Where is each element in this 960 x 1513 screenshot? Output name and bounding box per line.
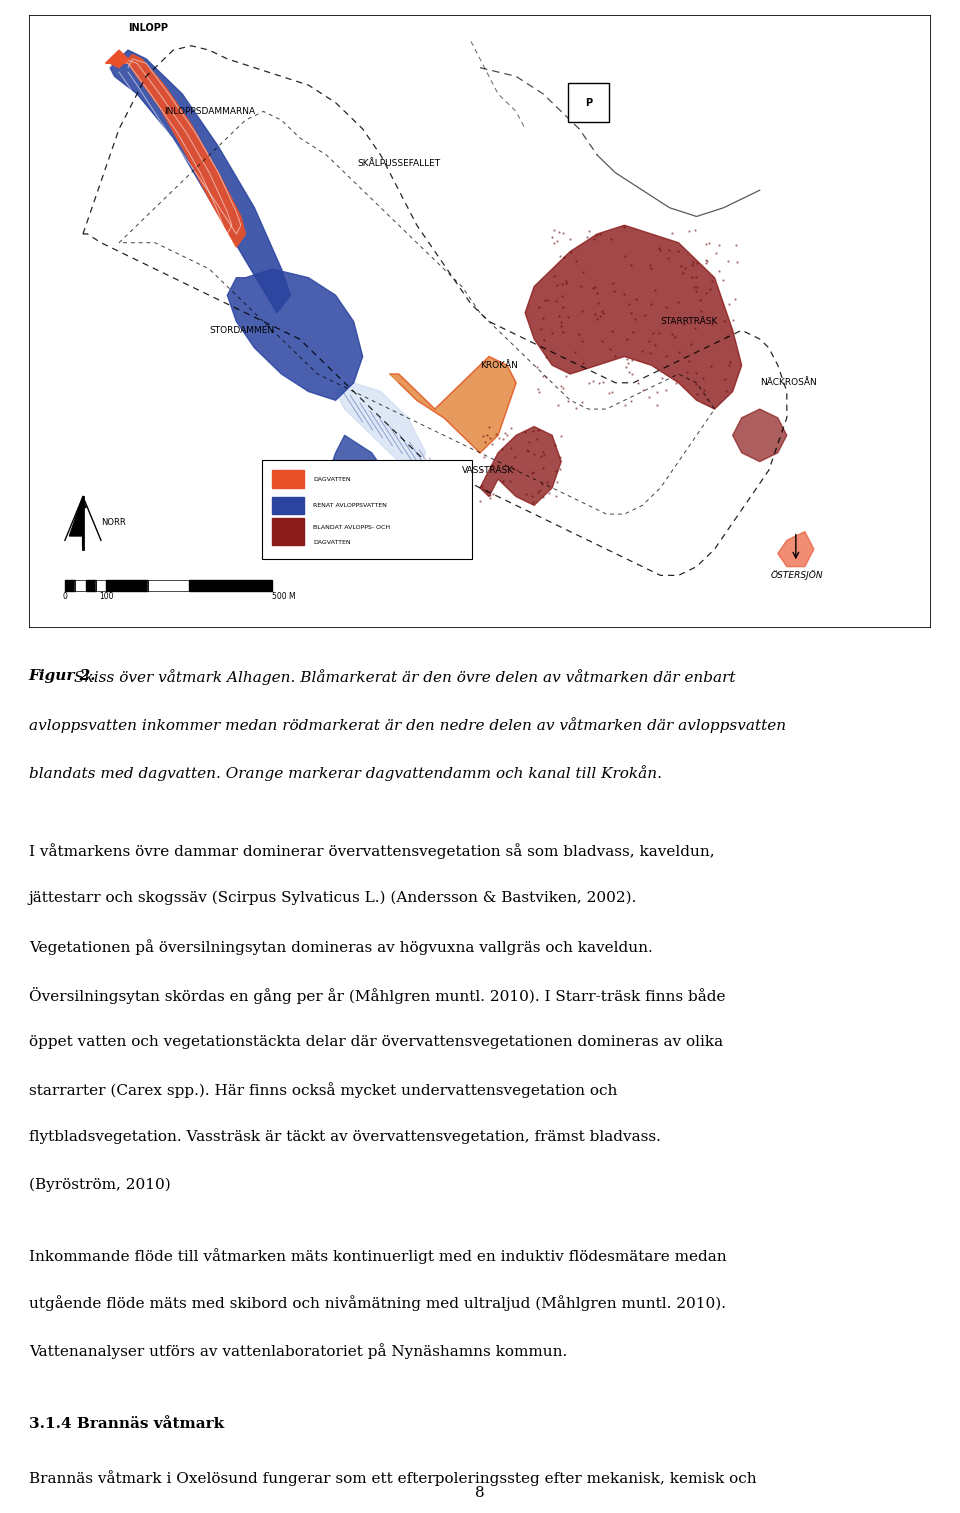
Text: STARRTRÄSK: STARRTRÄSK [660, 318, 718, 325]
Text: SKÅLPUSSEFALLET: SKÅLPUSSEFALLET [357, 159, 441, 168]
Polygon shape [228, 269, 363, 401]
Text: NORR: NORR [101, 519, 126, 528]
Polygon shape [106, 50, 128, 68]
Text: Figur 2.: Figur 2. [29, 669, 96, 684]
Polygon shape [273, 519, 304, 545]
Polygon shape [525, 225, 742, 409]
Text: STORDAMMEN: STORDAMMEN [209, 325, 275, 334]
Text: DAGVATTEN: DAGVATTEN [313, 540, 350, 545]
Text: 0: 0 [62, 593, 67, 602]
Text: 100: 100 [99, 593, 113, 602]
Text: öppet vatten och vegetationstäckta delar där övervattensvegetationen domineras a: öppet vatten och vegetationstäckta delar… [29, 1035, 723, 1049]
Polygon shape [85, 579, 96, 590]
Text: Vattenanalyser utförs av vattenlaboratoriet på Nynäshamns kommun.: Vattenanalyser utförs av vattenlaborator… [29, 1344, 567, 1359]
Text: P: P [585, 98, 592, 107]
Polygon shape [110, 50, 291, 313]
Polygon shape [189, 579, 273, 590]
Text: ÖSTERSJÖN: ÖSTERSJÖN [770, 570, 823, 581]
Text: INLOPP: INLOPP [128, 23, 168, 33]
Polygon shape [732, 409, 787, 461]
Text: blandats med dagvatten. Orange markerar dagvattendamm och kanal till Krokån.: blandats med dagvatten. Orange markerar … [29, 766, 661, 781]
Polygon shape [326, 436, 398, 531]
Text: VASSTRÄSK: VASSTRÄSK [462, 466, 514, 475]
Text: 3.1.4 Brannäs våtmark: 3.1.4 Brannäs våtmark [29, 1418, 224, 1431]
Text: (Byröström, 2010): (Byröström, 2010) [29, 1179, 171, 1192]
Text: 500 M: 500 M [273, 593, 296, 602]
Polygon shape [390, 357, 516, 452]
Polygon shape [124, 54, 246, 247]
Text: INLOPPSDAMMARNA: INLOPPSDAMMARNA [164, 107, 255, 117]
Text: NÄCKROSÅN: NÄCKROSÅN [759, 378, 817, 387]
Polygon shape [480, 427, 562, 505]
Polygon shape [75, 579, 85, 590]
Text: utgående flöde mäts med skibord och nivåmätning med ultraljud (Måhlgren muntl. 2: utgående flöde mäts med skibord och nivå… [29, 1295, 726, 1312]
Polygon shape [65, 579, 75, 590]
FancyBboxPatch shape [262, 460, 472, 560]
Text: 8: 8 [475, 1486, 485, 1499]
Polygon shape [273, 496, 304, 514]
Polygon shape [336, 383, 426, 471]
Polygon shape [69, 496, 83, 536]
Text: Brannäs våtmark i Oxelösund fungerar som ett efterpoleringssteg efter mekanisk, : Brannäs våtmark i Oxelösund fungerar som… [29, 1471, 756, 1486]
Text: BLANDAT AVLOPPS- OCH: BLANDAT AVLOPPS- OCH [313, 525, 390, 530]
Polygon shape [107, 579, 148, 590]
Polygon shape [96, 579, 107, 590]
Text: I våtmarkens övre dammar dominerar övervattensvegetation så som bladvass, kaveld: I våtmarkens övre dammar dominerar överv… [29, 843, 714, 859]
Text: KROKÅN: KROKÅN [480, 360, 517, 369]
Text: Inkommande flöde till våtmarken mäts kontinuerligt med en induktiv flödesmätare : Inkommande flöde till våtmarken mäts kon… [29, 1248, 727, 1263]
Text: Skiss över våtmark Alhagen. Blåmarkerat är den övre delen av våtmarken där enbar: Skiss över våtmark Alhagen. Blåmarkerat … [74, 669, 735, 685]
Text: jättestarr och skogssäv (Scirpus Sylvaticus L.) (Andersson & Bastviken, 2002).: jättestarr och skogssäv (Scirpus Sylvati… [29, 891, 637, 905]
Text: Vegetationen på översilningsytan domineras av högvuxna vallgräs och kaveldun.: Vegetationen på översilningsytan dominer… [29, 940, 653, 955]
Text: Översilningsytan skördas en gång per år (Måhlgren muntl. 2010). I Starr­träsk fi: Översilningsytan skördas en gång per år … [29, 986, 726, 1003]
Text: DAGVATTEN: DAGVATTEN [313, 477, 350, 481]
Text: flytbladsvegetation. Vassträsk är täckt av övervattensvegetation, främst bladvas: flytbladsvegetation. Vassträsk är täckt … [29, 1130, 660, 1144]
Polygon shape [778, 531, 814, 567]
FancyBboxPatch shape [568, 83, 609, 123]
Polygon shape [273, 471, 304, 487]
Text: starrarter (Carex spp.). Här finns också mycket undervattensvegetation och: starrarter (Carex spp.). Här finns också… [29, 1082, 617, 1098]
Text: RENAT AVLOPPSVATTEN: RENAT AVLOPPSVATTEN [313, 502, 387, 508]
Text: avloppsvatten inkommer medan rödmarkerat är den nedre delen av våtmarken där avl: avloppsvatten inkommer medan rödmarkerat… [29, 717, 786, 732]
Polygon shape [148, 579, 189, 590]
